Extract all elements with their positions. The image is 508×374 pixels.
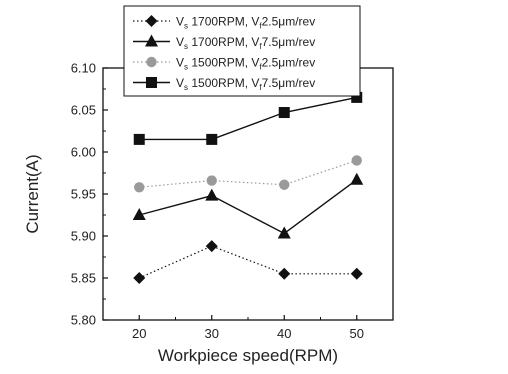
data-point [351, 155, 362, 166]
legend-label: Vs 1700RPM, Vf2.5μm/rev [176, 15, 315, 31]
data-point [206, 175, 217, 186]
data-point [132, 208, 146, 220]
data-point [278, 107, 290, 119]
y-tick-label: 6.00 [71, 145, 96, 160]
series-line [139, 245, 357, 279]
legend-entry: Vs 1700RPM, Vf2.5μm/rev [133, 15, 315, 31]
series-4 [133, 91, 363, 145]
y-tick-label: 6.10 [71, 61, 96, 76]
data-point [134, 182, 145, 193]
data-point [205, 188, 219, 201]
y-tick-label: 5.90 [71, 229, 96, 244]
y-tick-label: 6.05 [71, 103, 96, 118]
legend: Vs 1700RPM, Vf2.5μm/rev Vs 1700RPM, Vf7.5… [123, 5, 361, 97]
x-tick-label: 50 [350, 326, 364, 341]
data-point [205, 240, 218, 253]
series-2 [132, 172, 364, 239]
series-layer [132, 91, 364, 284]
legend-label: Vs 1700RPM, Vf7.5μm/rev [176, 35, 315, 51]
series-line [139, 179, 358, 235]
data-point [350, 172, 364, 185]
legend-box [123, 5, 361, 97]
x-tick-label: 30 [205, 326, 219, 341]
data-point [350, 267, 363, 280]
legend-marker [146, 56, 157, 68]
data-point [133, 272, 146, 284]
data-point [206, 133, 218, 145]
plot-frame [102, 67, 394, 321]
x-axis-ticks: 20 30 40 50 [132, 315, 364, 341]
legend-entry: Vs 1700RPM, Vf7.5μm/rev [133, 34, 315, 51]
series-1 [133, 240, 363, 284]
y-axis-ticks: 5.80 5.85 5.90 5.95 6.00 6.05 6.10 [71, 61, 108, 328]
legend-label: Vs 1500RPM, Vf2.5μm/rev [176, 56, 315, 72]
y-tick-label: 5.85 [71, 271, 96, 286]
y-tick-label: 5.80 [71, 313, 96, 328]
x-axis-title: Workpiece speed(RPM) [158, 346, 338, 365]
legend-label: Vs 1500RPM, Vf7.5μm/rev [176, 76, 315, 92]
legend-entry: Vs 1500RPM, Vf2.5μm/rev [133, 56, 315, 72]
y-axis-title: Current(A) [23, 154, 42, 233]
data-point [277, 226, 291, 239]
series-line [139, 96, 357, 141]
data-point [351, 91, 363, 103]
data-point [278, 267, 291, 280]
legend-marker [145, 34, 158, 47]
legend-marker [146, 77, 157, 88]
x-tick-label: 20 [132, 326, 146, 341]
x-tick-label: 40 [277, 326, 291, 341]
legend-entry: Vs 1500RPM, Vf7.5μm/rev [133, 76, 315, 92]
data-point [133, 133, 145, 145]
legend-marker [145, 15, 158, 27]
data-point [279, 179, 290, 190]
series-line [139, 159, 357, 188]
y-tick-label: 5.95 [71, 187, 96, 202]
series-3 [134, 155, 362, 193]
